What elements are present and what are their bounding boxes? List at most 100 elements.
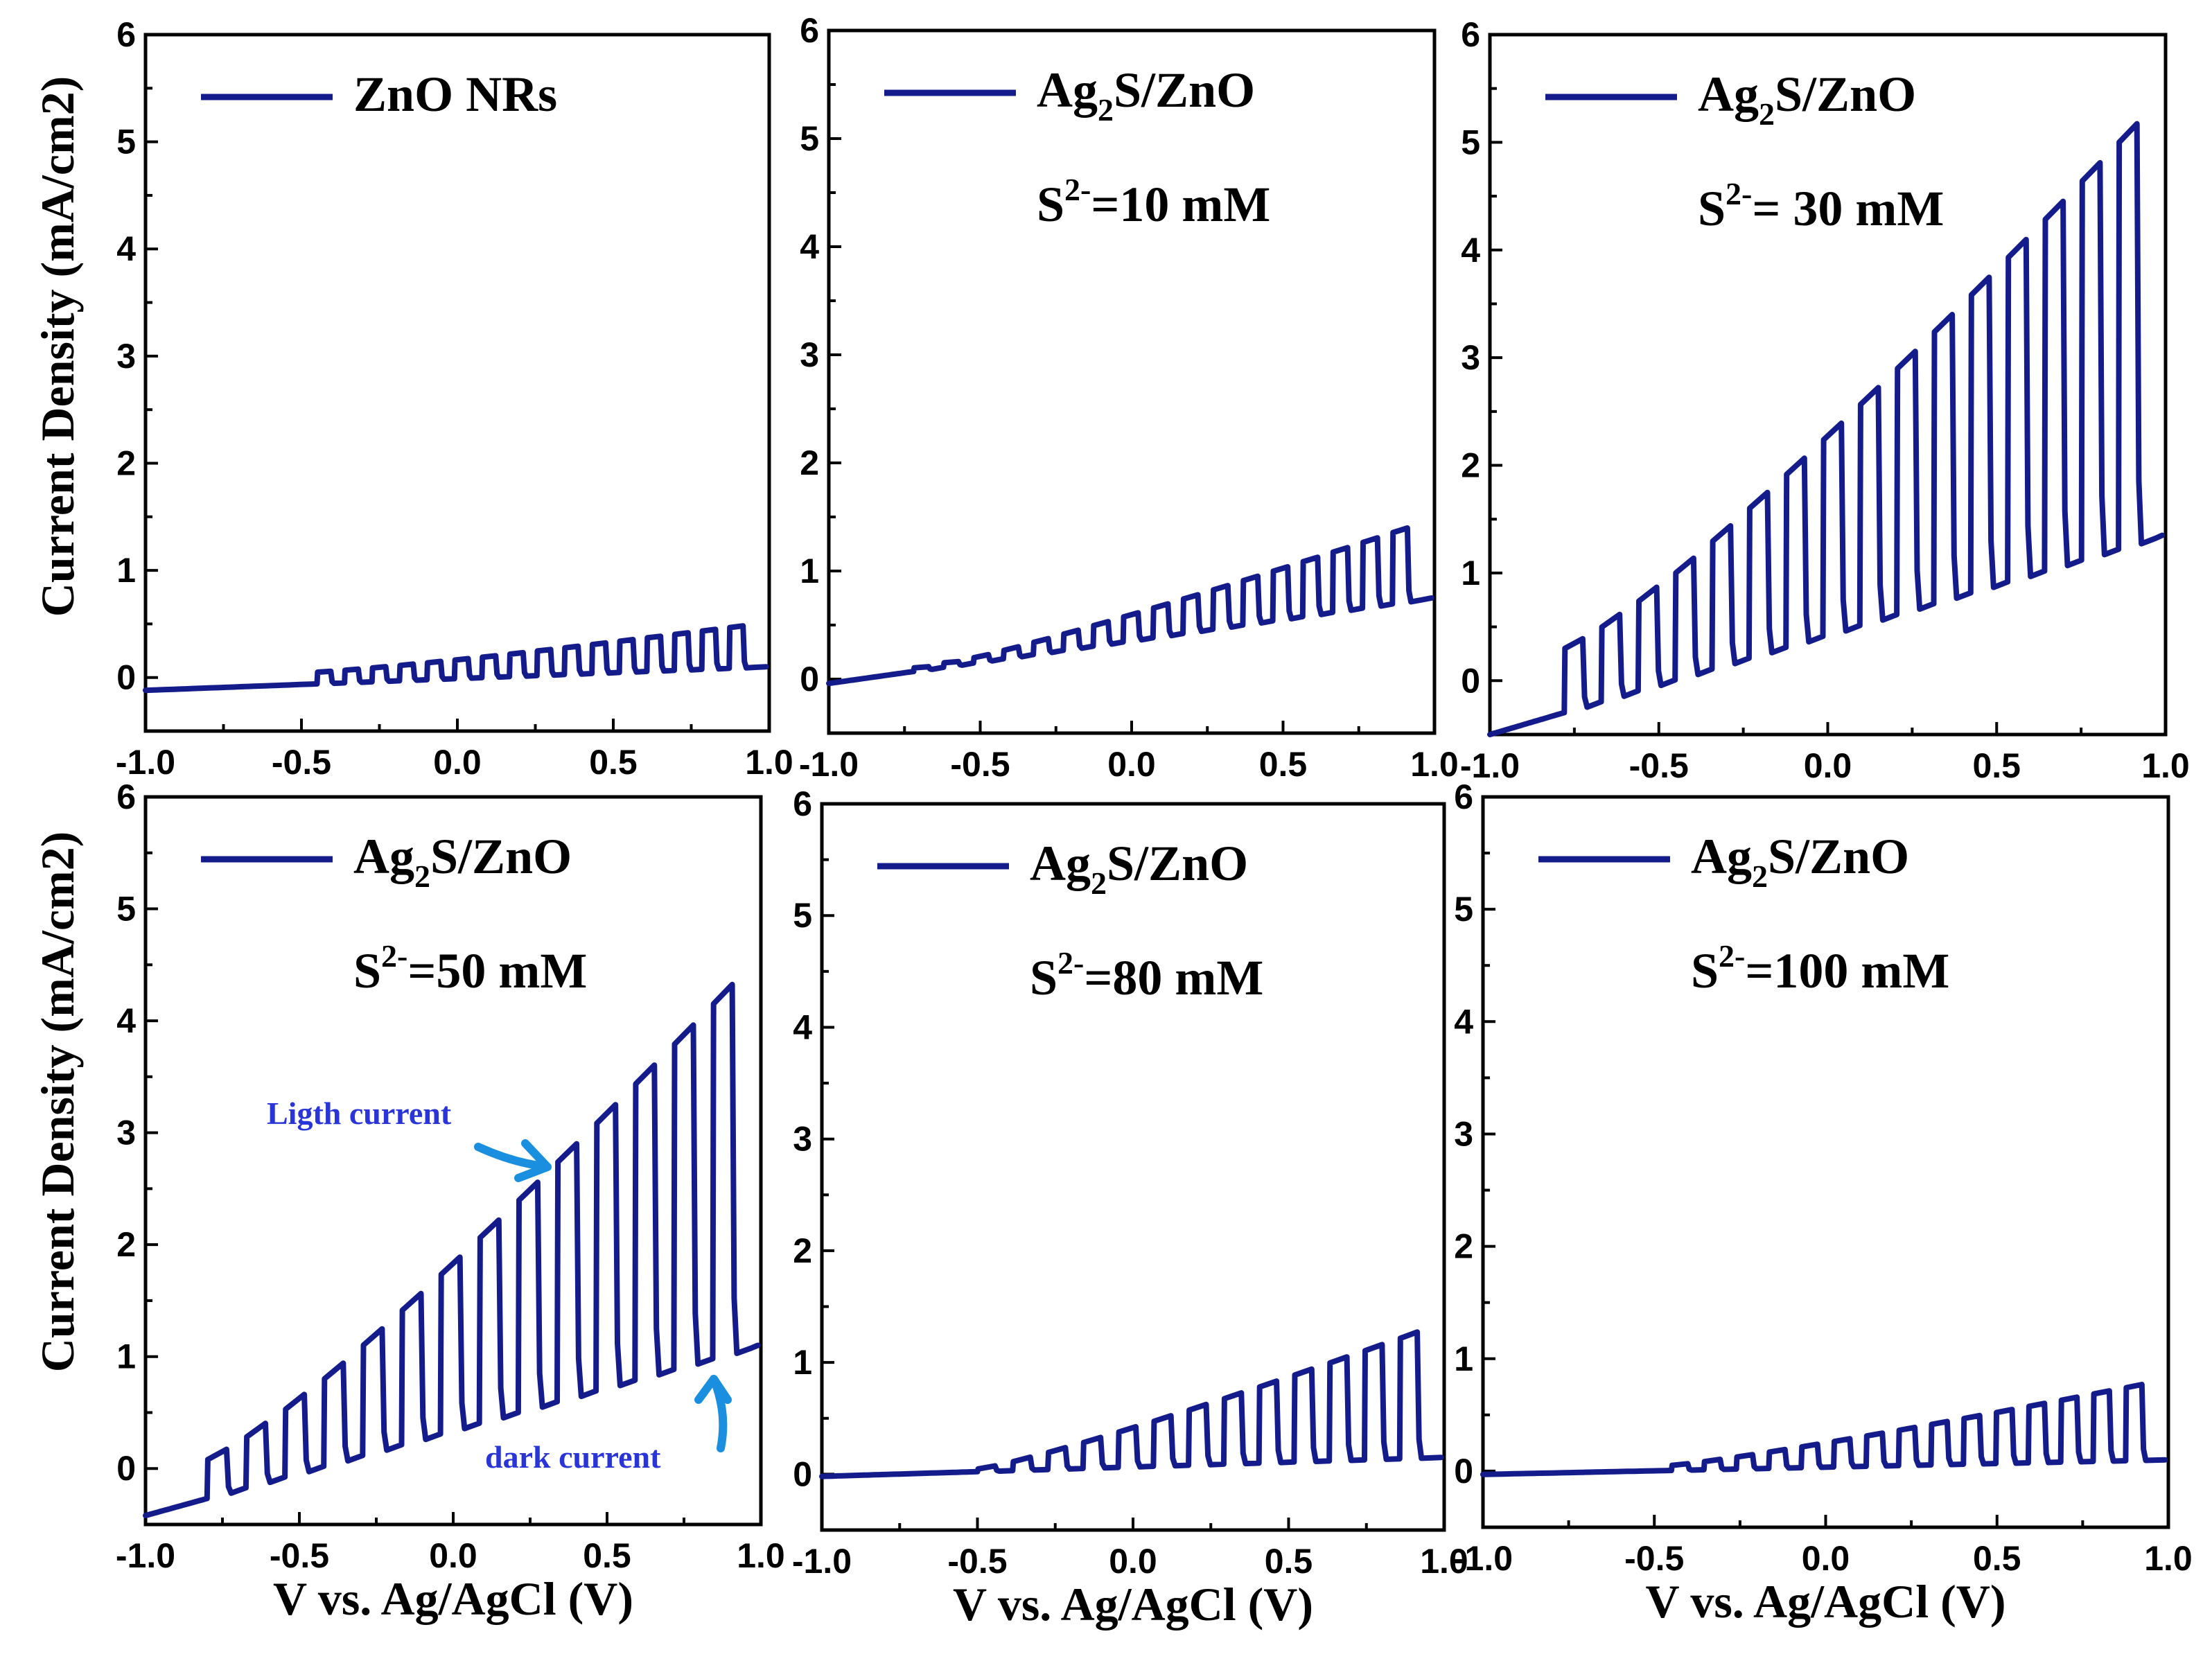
- x-tick-label: 0.0: [433, 743, 482, 782]
- y-tick-label: 4: [116, 1001, 136, 1040]
- y-tick-label: 3: [793, 1120, 812, 1159]
- y-tick-label: 0: [116, 1449, 136, 1488]
- legend-label: Ag2S/ZnO: [1698, 67, 1916, 132]
- x-tick-label: 0.5: [1972, 746, 2021, 785]
- x-tick-label: 0.5: [1973, 1539, 2021, 1578]
- x-tick-label: -1.0: [792, 1542, 852, 1581]
- y-tick-label: 4: [1461, 231, 1480, 270]
- y-tick-label: 6: [793, 784, 812, 823]
- callout-dark-arrow: [694, 1375, 732, 1452]
- x-tick-label: -0.5: [947, 1542, 1007, 1581]
- x-tick-label: 0.0: [1109, 1542, 1157, 1581]
- panel-a: 0 1 2 3 4 5 6 -1.0 -0.5 0.0 0.5 1.0 ZnO NRs: [116, 15, 793, 782]
- x-tick-label: 0.5: [1259, 745, 1308, 784]
- legend-label: Ag2S/ZnO: [1691, 829, 1909, 894]
- y-axis-title-bottom: Current Density (mA/cm2): [31, 832, 84, 1373]
- series-line: [1487, 121, 2166, 737]
- callout-light-text: Ligth current: [267, 1096, 452, 1131]
- y-tick-label: 3: [1461, 338, 1480, 377]
- plot-frame: [827, 28, 1437, 735]
- y-tick-label: 1: [116, 551, 136, 590]
- x-tick-label: -0.5: [1629, 746, 1689, 785]
- legend-label: Ag2S/ZnO: [353, 829, 572, 894]
- series-line: [826, 525, 1434, 687]
- callout-dark: dark current: [485, 1375, 732, 1475]
- y-tick-label: 4: [116, 229, 136, 268]
- x-tick-label: 0.0: [1804, 746, 1852, 785]
- series-line: [1480, 1382, 2168, 1477]
- series-line: [143, 623, 769, 694]
- y-tick-label: 6: [116, 15, 136, 54]
- panel-e: 0 1 2 3 4 5 6 -1.0 -0.5 0.0 0.5 1.0 V vs. Ag/AgCl (V…: [792, 784, 1468, 1631]
- y-tick-label: 5: [1454, 890, 1473, 929]
- y-tick-label: 2: [800, 443, 819, 482]
- x-tick-label: -1.0: [1453, 1539, 1513, 1578]
- y-tick-label: 2: [116, 1225, 136, 1264]
- legend-label: Ag2S/ZnO: [1037, 62, 1255, 128]
- callout-light: Ligth current: [267, 1096, 552, 1182]
- y-tick-label: 0: [1461, 661, 1480, 700]
- x-tick-label: -0.5: [272, 743, 331, 782]
- y-tick-label: 0: [116, 658, 136, 697]
- y-tick-label: 6: [116, 777, 136, 816]
- y-tick-label: 1: [116, 1337, 136, 1376]
- x-tick-label: -1.0: [799, 745, 859, 784]
- y-tick-label: 2: [1454, 1227, 1473, 1266]
- x-axis-title: V vs. Ag/AgCl (V): [1645, 1575, 2005, 1628]
- callout-dark-text: dark current: [485, 1439, 661, 1475]
- concentration-label: S2-=10 mM: [1037, 172, 1270, 232]
- x-tick-label: -0.5: [950, 745, 1010, 784]
- y-tick-label: 5: [116, 890, 136, 929]
- x-tick-label: 1.0: [737, 1536, 785, 1575]
- x-tick-label: 0.0: [1802, 1539, 1850, 1578]
- panel-f: 0 1 2 3 4 5 6 -1.0 -0.5 0.0 0.5 1.0 V vs. Ag/AgCl (V…: [1453, 777, 2193, 1628]
- legend-label: Ag2S/ZnO: [1030, 836, 1248, 901]
- y-tick-label: 0: [1454, 1452, 1473, 1491]
- x-tick-label: -0.5: [1624, 1539, 1684, 1578]
- y-tick-label: 4: [793, 1008, 812, 1046]
- y-tick-label: 1: [1461, 554, 1480, 592]
- x-tick-label: 1.0: [2144, 1539, 2193, 1578]
- x-tick-label: 0.0: [429, 1536, 477, 1575]
- x-tick-label: -0.5: [270, 1536, 329, 1575]
- x-tick-label: 1.0: [2141, 746, 2190, 785]
- plot-frame: [143, 33, 771, 733]
- y-tick-label: 3: [800, 335, 819, 374]
- x-tick-label: 1.0: [1410, 745, 1459, 784]
- series-line: [819, 1329, 1444, 1479]
- y-tick-label: 1: [1454, 1339, 1473, 1378]
- callout-light-arrow: [474, 1139, 552, 1182]
- y-tick-label: 5: [116, 123, 136, 161]
- legend-label: ZnO NRs: [353, 67, 557, 122]
- panel-b: 0 1 2 3 4 5 6 -1.0 -0.5 0.0 0.5 1.0 Ag2S/ZnO S2-=10 m…: [799, 11, 1459, 784]
- x-tick-label: 0.5: [583, 1536, 631, 1575]
- y-tick-label: 2: [1461, 446, 1480, 485]
- plot-frame: [1481, 795, 2170, 1529]
- y-tick-label: 5: [1461, 123, 1480, 161]
- y-tick-label: 3: [1454, 1114, 1473, 1153]
- x-tick-label: -1.0: [1460, 746, 1520, 785]
- x-tick-label: 0.0: [1107, 745, 1156, 784]
- y-tick-label: 6: [1461, 15, 1480, 54]
- x-tick-label: -1.0: [116, 743, 175, 782]
- x-tick-label: 0.5: [589, 743, 638, 782]
- y-tick-label: 3: [116, 337, 136, 376]
- y-axis-title-top: Current Density (mA/cm2): [31, 76, 84, 617]
- y-tick-label: 0: [793, 1455, 812, 1493]
- y-tick-label: 0: [800, 660, 819, 698]
- concentration-label: S2-=100 mM: [1691, 938, 1949, 999]
- series-line: [143, 981, 761, 1519]
- y-tick-label: 3: [116, 1114, 136, 1152]
- x-tick-label: 1.0: [745, 743, 793, 782]
- x-tick-label: 1.0: [1420, 1542, 1468, 1581]
- y-tick-label: 2: [793, 1231, 812, 1270]
- plot-frame: [143, 795, 763, 1527]
- x-axis-title: V vs. Ag/AgCl (V): [953, 1578, 1313, 1631]
- y-tick-label: 5: [793, 896, 812, 935]
- y-tick-label: 6: [800, 11, 819, 50]
- x-tick-label: -1.0: [116, 1536, 175, 1575]
- y-tick-label: 2: [116, 443, 136, 482]
- panel-d: 0 1 2 3 4 5 6 -1.0 -0.5 0.0 0.5 1.0 V vs. Ag/AgCl (V…: [116, 777, 785, 1625]
- concentration-label: S2-=80 mM: [1030, 945, 1263, 1005]
